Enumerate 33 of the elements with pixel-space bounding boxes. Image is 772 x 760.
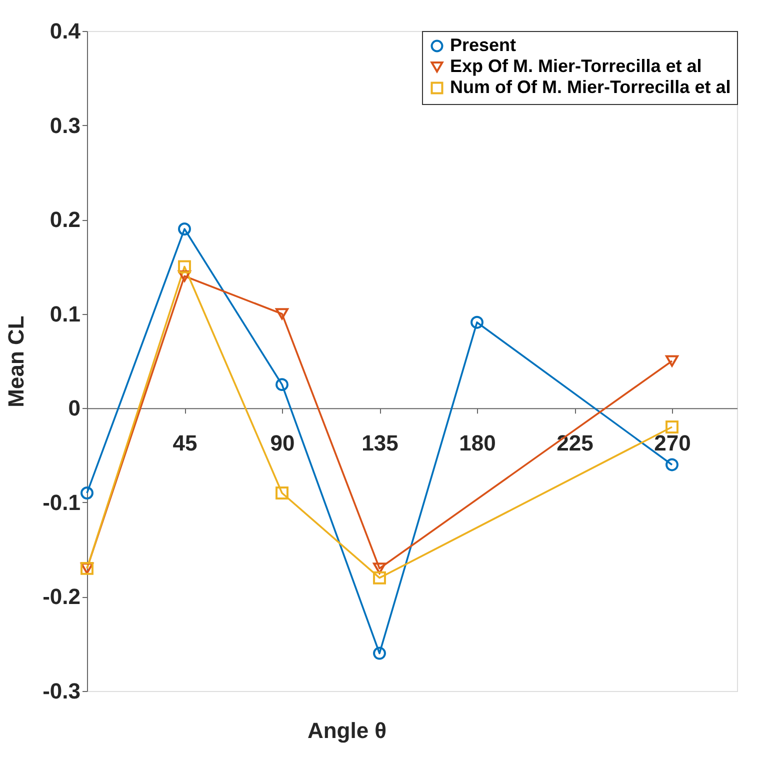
point bbox=[373, 646, 386, 660]
x-tick-label: 180 bbox=[459, 430, 496, 456]
point bbox=[373, 571, 386, 584]
point bbox=[276, 308, 288, 320]
point bbox=[80, 486, 94, 500]
point bbox=[276, 378, 288, 392]
point bbox=[178, 270, 191, 282]
y-tick-label: 0.1 bbox=[50, 301, 80, 326]
y-tick-label: 0.3 bbox=[50, 112, 80, 138]
x-tick-label: 225 bbox=[556, 430, 594, 456]
x-axis-title: Angle θ bbox=[307, 718, 387, 743]
legend-label: Exp Of M. Mier-Torrecilla et al bbox=[450, 56, 702, 76]
point bbox=[178, 222, 191, 236]
point bbox=[276, 486, 288, 500]
point bbox=[178, 260, 191, 274]
y-tick-label: 0.2 bbox=[50, 207, 80, 232]
y-tick-label: -0.3 bbox=[42, 678, 80, 704]
x-tick-label: 45 bbox=[172, 430, 198, 456]
point bbox=[666, 458, 678, 472]
point bbox=[470, 316, 484, 329]
point bbox=[373, 562, 386, 574]
y-tick-label: 0 bbox=[68, 396, 80, 421]
point bbox=[666, 355, 678, 367]
x-tick-label: 90 bbox=[270, 430, 295, 456]
point bbox=[666, 420, 678, 434]
x-tick-label: 270 bbox=[654, 430, 691, 456]
legend-label: Num of Of M. Mier-Torrecilla et al bbox=[450, 77, 731, 97]
y-axis-title: Mean CL bbox=[4, 316, 29, 408]
legend-label: Present bbox=[450, 35, 516, 55]
y-tick-label: -0.2 bbox=[42, 584, 80, 610]
x-tick-label: 135 bbox=[362, 430, 398, 456]
y-tick-label: 0.4 bbox=[50, 18, 82, 44]
y-tick-label: -0.1 bbox=[42, 490, 80, 515]
